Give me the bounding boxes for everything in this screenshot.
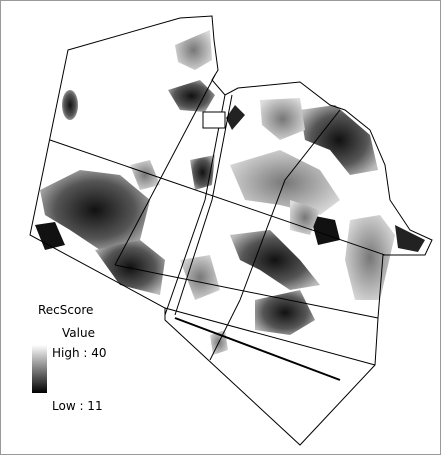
legend-field: Value [62, 326, 95, 340]
legend-low: Low : 11 [52, 399, 103, 413]
parcel-outlines [29, 15, 433, 446]
color-ramp [32, 345, 47, 393]
legend-high: High : 40 [52, 346, 107, 360]
legend-title: RecScore [38, 303, 93, 317]
legend: RecScore Value High : 40 Low : 11 [32, 303, 107, 413]
score-patches [35, 30, 425, 355]
